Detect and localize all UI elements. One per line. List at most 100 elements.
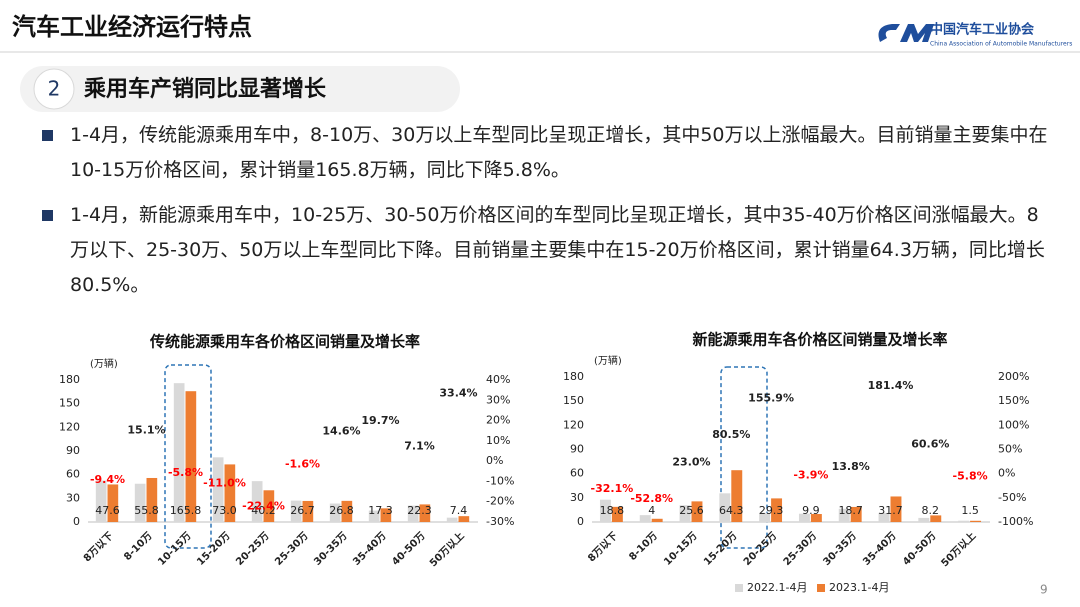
growth-label: 155.9% bbox=[748, 391, 794, 404]
bullet: 1-4月，传统能源乘用车中，8-10万、30万以上车型同比呈现正增长，其中50万… bbox=[40, 118, 1050, 188]
bar bbox=[407, 505, 419, 522]
bar bbox=[731, 470, 743, 522]
y2-tick-label: 20% bbox=[486, 414, 510, 427]
data-label: 9.9 bbox=[802, 504, 820, 517]
x-tick-label: 35-40万 bbox=[861, 530, 899, 568]
y-tick-label: 120 bbox=[59, 420, 80, 433]
y2-tick-label: -30% bbox=[486, 515, 514, 528]
x-tick-label: 20-25万 bbox=[741, 530, 779, 568]
bar bbox=[419, 504, 431, 522]
y-tick-label: 120 bbox=[563, 418, 584, 431]
x-tick-label: 30-35万 bbox=[821, 530, 859, 568]
logo-mark bbox=[878, 24, 934, 42]
y-tick-label: 0 bbox=[73, 515, 80, 528]
x-tick-label: 8万以下 bbox=[81, 530, 116, 565]
bar bbox=[639, 515, 651, 522]
logo-name: 中国汽车工业协会 bbox=[930, 22, 1035, 38]
x-tick-label: 10-15万 bbox=[156, 530, 194, 568]
growth-label: -5.8% bbox=[953, 469, 988, 482]
y-tick-label: 90 bbox=[66, 444, 80, 457]
growth-label: -11.0% bbox=[203, 476, 246, 489]
legend-swatch bbox=[817, 584, 825, 592]
x-tick-label: 20-25万 bbox=[234, 530, 272, 568]
bar bbox=[970, 520, 982, 522]
chart-title: 传统能源乘用车各价格区间销量及增长率 bbox=[149, 333, 420, 351]
data-label: 18.7 bbox=[838, 504, 863, 517]
data-label: 4 bbox=[648, 504, 655, 517]
bar bbox=[263, 490, 275, 522]
data-label: 18.8 bbox=[600, 504, 625, 517]
y-tick-label: 150 bbox=[59, 397, 80, 410]
bar bbox=[679, 505, 691, 522]
bar bbox=[212, 457, 224, 522]
y-tick-label: 30 bbox=[66, 491, 80, 504]
data-label: 55.8 bbox=[134, 504, 159, 517]
data-label: 22.3 bbox=[407, 504, 432, 517]
growth-label: 181.4% bbox=[868, 379, 914, 392]
y-tick-label: 30 bbox=[570, 491, 584, 504]
growth-label: 14.6% bbox=[322, 425, 360, 438]
x-tick-label: 30-35万 bbox=[312, 530, 350, 568]
y-unit: (万辆) bbox=[594, 354, 622, 367]
bar bbox=[134, 483, 146, 522]
data-label: 29.3 bbox=[759, 504, 784, 517]
bar bbox=[341, 500, 353, 522]
y2-tick-label: 30% bbox=[486, 393, 510, 406]
bar bbox=[302, 500, 314, 522]
bar bbox=[107, 484, 119, 522]
y-tick-label: 60 bbox=[570, 467, 584, 480]
data-label: 26.7 bbox=[290, 504, 315, 517]
logo-english: China Association of Automobile Manufact… bbox=[930, 41, 1072, 48]
chart-title: 新能源乘用车各价格区间销量及增长率 bbox=[692, 331, 947, 349]
bar bbox=[599, 499, 611, 522]
data-label: 47.6 bbox=[95, 504, 120, 517]
legend-label: 2023.1-4月 bbox=[829, 581, 889, 594]
y2-tick-label: -20% bbox=[486, 495, 514, 508]
growth-label: 33.4% bbox=[439, 386, 477, 399]
x-tick-label: 10-15万 bbox=[662, 530, 700, 568]
y-unit: (万辆) bbox=[90, 357, 118, 370]
bar bbox=[173, 383, 185, 522]
highlight-box bbox=[164, 364, 212, 549]
bar bbox=[771, 498, 783, 522]
x-tick-label: 40-50万 bbox=[900, 530, 938, 568]
data-label: 1.5 bbox=[961, 504, 979, 517]
data-label: 165.8 bbox=[170, 504, 202, 517]
bar bbox=[185, 391, 197, 522]
growth-label: -5.8% bbox=[168, 466, 203, 479]
y2-tick-label: 40% bbox=[486, 373, 510, 386]
bar bbox=[651, 518, 663, 522]
section-band bbox=[20, 66, 460, 112]
bar bbox=[930, 515, 942, 522]
bar bbox=[146, 477, 158, 522]
bar bbox=[890, 496, 902, 522]
bar bbox=[380, 508, 392, 522]
bar bbox=[611, 506, 623, 522]
bar bbox=[691, 501, 703, 522]
growth-label: -32.1% bbox=[591, 482, 634, 495]
x-tick-label: 8万以下 bbox=[586, 530, 621, 565]
y2-tick-label: 0% bbox=[486, 454, 503, 467]
bar bbox=[224, 464, 236, 522]
bar bbox=[810, 514, 822, 522]
y2-tick-label: 150% bbox=[998, 394, 1029, 407]
data-label: 31.7 bbox=[878, 504, 903, 517]
x-tick-label: 40-50万 bbox=[390, 530, 428, 568]
data-label: 8.2 bbox=[922, 504, 940, 517]
bar bbox=[446, 517, 458, 522]
data-label: 17.3 bbox=[368, 504, 393, 517]
y-tick-label: 90 bbox=[570, 443, 584, 456]
y2-tick-label: 200% bbox=[998, 370, 1029, 383]
x-tick-label: 15-20万 bbox=[195, 530, 233, 568]
y2-tick-label: 10% bbox=[486, 434, 510, 447]
y2-tick-label: -10% bbox=[486, 474, 514, 487]
growth-label: -3.9% bbox=[793, 469, 828, 482]
growth-label: 7.1% bbox=[404, 440, 435, 453]
y2-tick-label: 50% bbox=[998, 443, 1022, 456]
x-tick-label: 35-40万 bbox=[351, 530, 389, 568]
y-tick-label: 60 bbox=[66, 468, 80, 481]
y2-tick-label: 100% bbox=[998, 418, 1029, 431]
y-tick-label: 180 bbox=[563, 370, 584, 383]
legend-label: 2022.1-4月 bbox=[747, 581, 807, 594]
data-label: 73.0 bbox=[212, 504, 237, 517]
